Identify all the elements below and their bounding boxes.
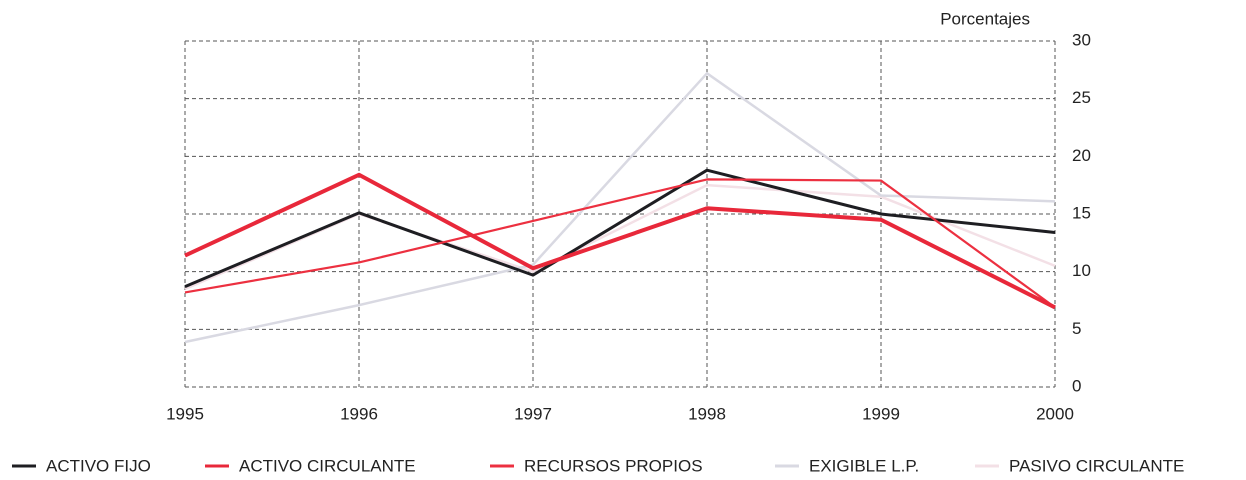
y-tick-label: 15 xyxy=(1072,203,1091,222)
series-line xyxy=(184,168,1056,289)
x-tick-label: 1999 xyxy=(862,404,900,423)
x-tick-label: 1998 xyxy=(688,404,726,423)
y-axis-label: Porcentajes xyxy=(940,9,1030,28)
y-tick-label: 0 xyxy=(1072,376,1081,395)
legend-label: ACTIVO CIRCULANTE xyxy=(239,456,416,475)
legend-label: EXIGIBLE L.P. xyxy=(809,456,919,475)
y-tick-label: 10 xyxy=(1072,261,1091,280)
series-line xyxy=(184,178,1056,309)
legend-item: ACTIVO FIJO xyxy=(12,456,151,475)
series-line xyxy=(184,172,1056,310)
legend-item: PASIVO CIRCULANTE xyxy=(975,456,1184,475)
legend-label: PASIVO CIRCULANTE xyxy=(1009,456,1184,475)
x-tick-label: 1996 xyxy=(340,404,378,423)
legend-item: RECURSOS PROPIOS xyxy=(490,456,703,475)
legend-label: ACTIVO FIJO xyxy=(46,456,151,475)
x-tick-label: 2000 xyxy=(1036,404,1074,423)
x-tick-label: 1997 xyxy=(514,404,552,423)
legend-item: EXIGIBLE L.P. xyxy=(775,456,919,475)
legend-item: ACTIVO CIRCULANTE xyxy=(205,456,416,475)
y-tick-label: 30 xyxy=(1072,30,1091,49)
y-tick-label: 25 xyxy=(1072,88,1091,107)
series-line xyxy=(184,72,1056,344)
y-tick-label: 5 xyxy=(1072,319,1081,338)
x-tick-label: 1995 xyxy=(166,404,204,423)
legend-label: RECURSOS PROPIOS xyxy=(524,456,703,475)
y-tick-label: 20 xyxy=(1072,146,1091,165)
